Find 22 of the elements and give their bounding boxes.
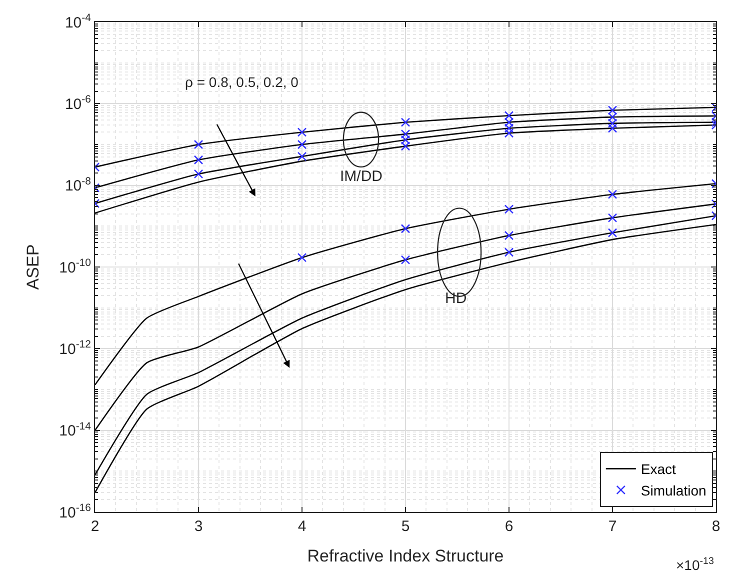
legend-label: Exact: [640, 461, 676, 478]
x-tick-label: 8: [712, 518, 720, 535]
annotation: ρ = 0.8, 0.5, 0.2, 0: [185, 74, 299, 90]
x-tick-label: 6: [504, 518, 514, 535]
x-axis-title: Refractive Index Structure: [307, 546, 504, 566]
x-tick-label: 2: [90, 518, 100, 535]
x-tick-label: 4: [298, 518, 306, 535]
x-tick-label: 7: [608, 518, 617, 535]
y-tick-label: 10$^{-12}$: [59, 338, 92, 358]
y-tick-label: 10$^{-16}$: [59, 502, 92, 522]
annotation: IM/DD: [340, 168, 383, 185]
y-tick-label: 10$^{-4}$: [64, 12, 92, 32]
annotation: HD: [445, 290, 467, 307]
text: ×10$^{-13}$: [676, 556, 714, 573]
y-tick-label: 10$^{-8}$: [64, 175, 92, 195]
x-tick-label: 3: [194, 518, 203, 535]
y-tick-label: 10$^{-14}$: [59, 420, 92, 440]
y-axis-title: ASEP: [24, 244, 43, 290]
legend-label: Simulation: [640, 482, 706, 498]
x-tick-label: 5: [401, 518, 410, 535]
y-tick-label: 10$^{-6}$: [64, 94, 92, 113]
y-tick-label: 10$^{-10}$: [59, 256, 92, 276]
